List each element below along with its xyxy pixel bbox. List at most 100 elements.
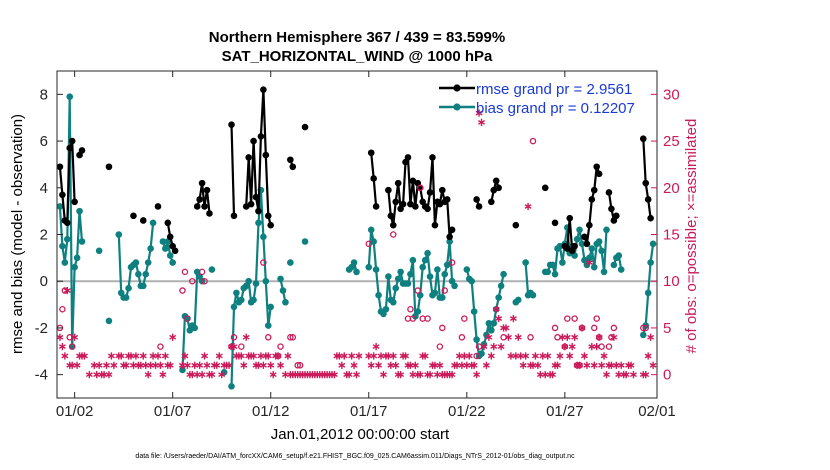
obs-assimilated-marker bbox=[465, 352, 473, 360]
rmse-point bbox=[404, 154, 412, 161]
rmse-point bbox=[164, 219, 172, 227]
obs-possible-marker bbox=[201, 277, 208, 285]
rmse-point bbox=[429, 154, 436, 161]
rmse-point bbox=[105, 163, 113, 171]
rmse-point bbox=[583, 240, 591, 248]
rmse-point bbox=[367, 149, 375, 157]
rmse-point bbox=[289, 163, 297, 171]
obs-assimilated-marker bbox=[600, 352, 608, 360]
obs-assimilated-marker bbox=[267, 361, 275, 369]
obs-possible-marker bbox=[289, 334, 297, 341]
obs-assimilated-marker bbox=[590, 361, 598, 369]
bias-point bbox=[578, 240, 586, 248]
obs-assimilated-marker bbox=[480, 343, 488, 351]
obs-possible-marker bbox=[416, 184, 424, 192]
obs-assimilated-marker bbox=[375, 361, 383, 369]
obs-possible-marker bbox=[59, 305, 66, 313]
bias-point bbox=[514, 296, 522, 304]
bias-point bbox=[478, 350, 485, 357]
rmse-point bbox=[255, 207, 262, 215]
rmse-point bbox=[267, 221, 275, 229]
bias-point bbox=[279, 287, 287, 294]
bias-point bbox=[262, 277, 270, 285]
obs-possible-marker bbox=[230, 334, 238, 341]
bias-point bbox=[407, 270, 414, 278]
bias-point bbox=[122, 294, 130, 301]
bias-point bbox=[394, 275, 402, 283]
bias-point bbox=[56, 203, 64, 210]
obs-assimilated-marker bbox=[80, 352, 88, 360]
rmse-point bbox=[581, 233, 588, 241]
obs-possible-marker bbox=[265, 334, 272, 341]
rmse-point bbox=[647, 214, 654, 222]
obs-possible-marker bbox=[439, 324, 446, 332]
rmse-point bbox=[642, 179, 650, 187]
bias-point bbox=[556, 242, 564, 250]
obs-assimilated-marker bbox=[392, 361, 400, 369]
obs-assimilated-marker bbox=[208, 371, 216, 379]
obs-assimilated-marker bbox=[436, 361, 444, 369]
obs-assimilated-marker bbox=[370, 352, 378, 360]
bias-point bbox=[559, 259, 566, 266]
bias-point bbox=[367, 226, 375, 234]
rmse-point bbox=[63, 219, 71, 227]
bias-point bbox=[424, 249, 431, 257]
x-axis-label: Jan.01,2012 00:00:00 start bbox=[271, 426, 450, 443]
rmse-point bbox=[475, 203, 483, 210]
bias-point bbox=[66, 93, 74, 100]
rmse-point bbox=[436, 200, 444, 208]
bias-line bbox=[58, 95, 84, 348]
obs-assimilated-marker bbox=[201, 352, 209, 360]
bias-point bbox=[115, 231, 123, 238]
obs-assimilated-marker bbox=[519, 361, 527, 369]
obs-possible-marker bbox=[475, 343, 483, 350]
obs-possible-marker bbox=[593, 315, 600, 322]
obs-possible-marker bbox=[184, 315, 191, 322]
y2-tick-label: 5 bbox=[663, 320, 671, 337]
rmse-point bbox=[242, 203, 250, 210]
bias-point bbox=[71, 263, 78, 271]
obs-possible-marker bbox=[571, 315, 578, 322]
obs-assimilated-marker bbox=[622, 371, 630, 379]
bias-point bbox=[603, 226, 610, 234]
rmse-point bbox=[613, 212, 620, 220]
bias-point bbox=[370, 238, 377, 245]
bias-point bbox=[473, 336, 480, 343]
rmse-point bbox=[245, 154, 252, 161]
rmse-point bbox=[287, 156, 294, 164]
bias-point bbox=[443, 261, 451, 269]
rmse-point bbox=[71, 198, 78, 206]
rmse-point bbox=[590, 186, 598, 194]
obs-assimilated-marker bbox=[61, 352, 69, 360]
bias-point bbox=[497, 282, 505, 290]
obs-assimilated-marker bbox=[522, 352, 530, 360]
obs-assimilated-marker bbox=[475, 109, 483, 117]
obs-assimilated-marker bbox=[470, 361, 478, 369]
obs-assimilated-marker bbox=[183, 361, 191, 369]
rmse-point bbox=[644, 196, 652, 203]
obs-possible-marker bbox=[527, 334, 534, 341]
bias-point bbox=[392, 284, 400, 292]
obs-possible-marker bbox=[640, 324, 647, 332]
obs-assimilated-marker bbox=[642, 371, 650, 379]
obs-possible-marker bbox=[157, 343, 164, 350]
rmse-point bbox=[512, 221, 520, 229]
obs-assimilated-marker bbox=[338, 361, 346, 369]
obs-assimilated-marker bbox=[566, 352, 574, 360]
bias-point bbox=[414, 308, 422, 315]
obs-assimilated-marker bbox=[617, 361, 625, 369]
rmse-point bbox=[608, 205, 615, 213]
obs-assimilated-marker bbox=[225, 361, 233, 369]
bias-point bbox=[389, 298, 397, 306]
obs-assimilated-marker bbox=[161, 352, 169, 360]
x-tick-label: 01/12 bbox=[252, 403, 290, 420]
obs-assimilated-marker bbox=[350, 361, 358, 369]
obs-possible-marker bbox=[473, 352, 480, 360]
obs-assimilated-marker bbox=[139, 352, 147, 360]
obs-assimilated-marker bbox=[379, 371, 387, 379]
obs-assimilated-marker bbox=[215, 352, 223, 360]
rmse-point bbox=[228, 121, 235, 129]
obs-assimilated-marker bbox=[603, 371, 610, 379]
obs-assimilated-marker bbox=[504, 333, 512, 341]
y-axis-label: rmse and bias (model - observation) bbox=[9, 114, 26, 354]
